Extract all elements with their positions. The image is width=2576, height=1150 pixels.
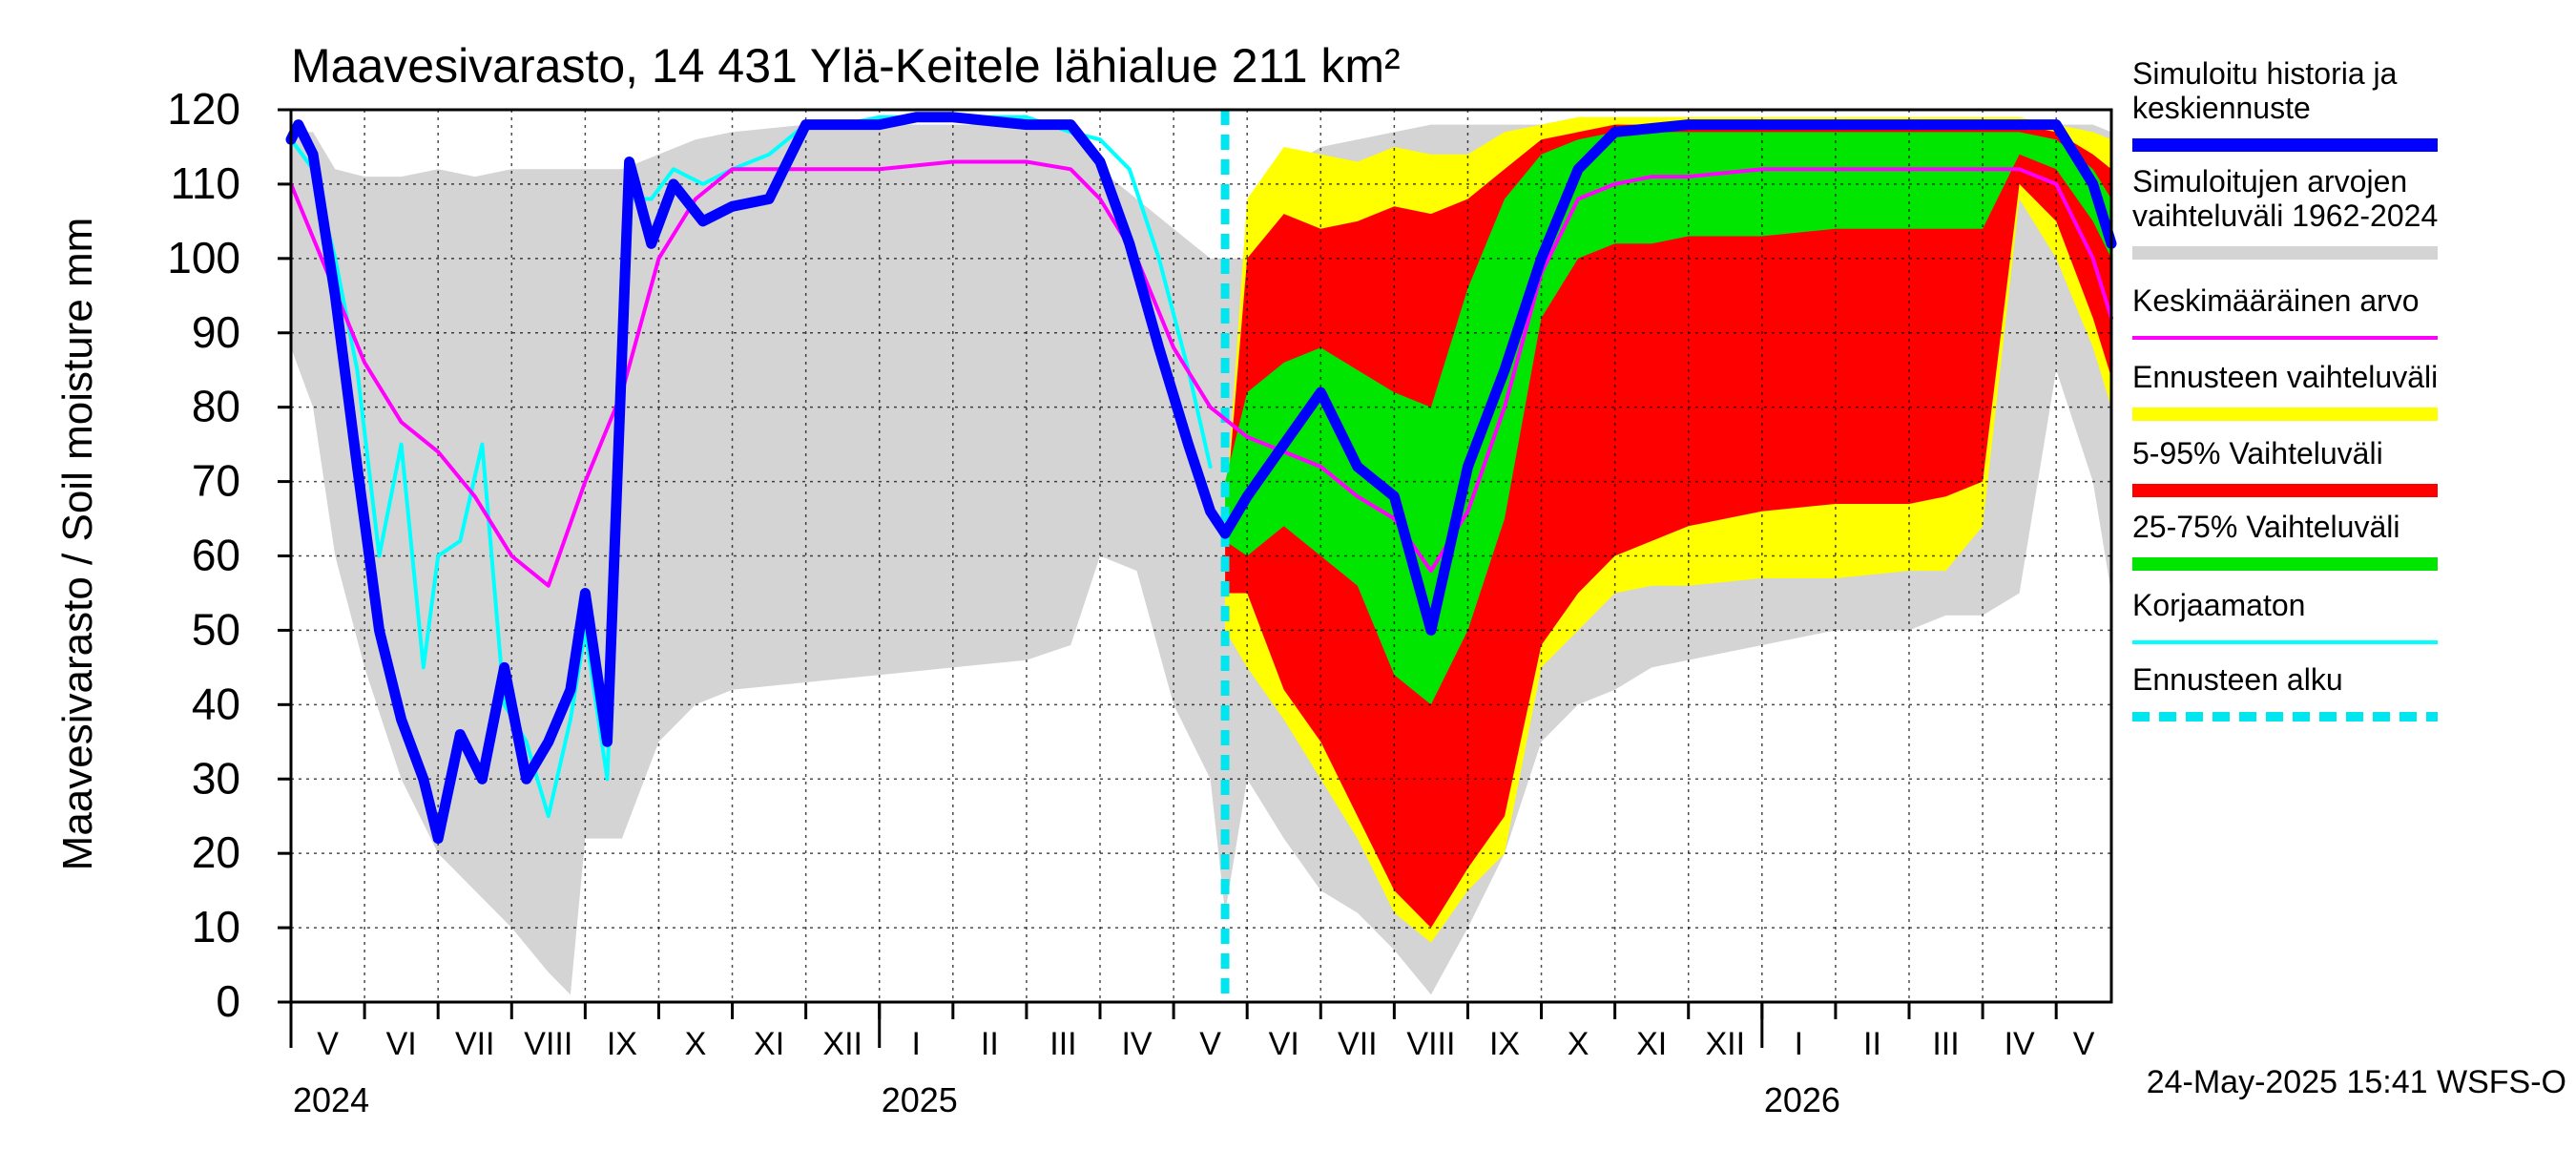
y-tick-label: 20	[192, 827, 240, 877]
month-label: IV	[1121, 1026, 1152, 1062]
month-label: VI	[386, 1026, 417, 1062]
y-tick-label: 10	[192, 902, 240, 951]
footer-timestamp: 24-May-2025 15:41 WSFS-O	[2147, 1064, 2566, 1100]
y-tick-label: 80	[192, 382, 240, 431]
month-label: V	[317, 1026, 339, 1062]
legend-label: keskiennuste	[2132, 91, 2311, 125]
y-tick-label: 40	[192, 679, 240, 728]
y-tick-label: 100	[167, 233, 240, 282]
line-simulated	[285, 112, 2117, 845]
month-label: V	[2073, 1026, 2095, 1062]
month-label: VI	[1269, 1026, 1299, 1062]
month-label: X	[685, 1026, 707, 1062]
month-label: IV	[2005, 1026, 2035, 1062]
month-label: X	[1568, 1026, 1589, 1062]
year-label: 2025	[882, 1080, 958, 1119]
month-label: II	[981, 1026, 999, 1062]
month-label: III	[1932, 1026, 1959, 1062]
y-tick-label: 110	[171, 158, 240, 208]
legend-label: Simuloitu historia ja	[2132, 56, 2398, 91]
month-label: VII	[455, 1026, 495, 1062]
month-label: XII	[822, 1026, 862, 1062]
month-label: VIII	[1406, 1026, 1455, 1062]
y-tick-label: 120	[167, 84, 240, 134]
y-tick-label: 70	[192, 456, 240, 506]
legend-label: vaihteluväli 1962-2024	[2132, 199, 2438, 233]
month-label: XI	[754, 1026, 784, 1062]
legend-label: Simuloitujen arvojen	[2132, 164, 2407, 199]
legend-label: Ennusteen vaihteluväli	[2132, 360, 2438, 394]
month-label: III	[1049, 1026, 1076, 1062]
legend-label: Keskimääräinen arvo	[2132, 283, 2420, 318]
legend-label: Korjaamaton	[2132, 588, 2305, 622]
y-tick-label: 50	[192, 604, 240, 654]
year-label: 2026	[1764, 1080, 1840, 1119]
y-axis-label: Maavesivarasto / Soil moisture mm	[54, 218, 101, 871]
legend-label: Ennusteen alku	[2132, 662, 2343, 697]
y-axis: 0 10 20 30 40 50 60 70 80 90 100 110 120	[167, 84, 291, 1026]
month-label: VIII	[524, 1026, 572, 1062]
month-label: IX	[607, 1026, 637, 1062]
y-tick-label: 60	[192, 531, 240, 580]
line-mean	[289, 159, 2113, 588]
month-label: XII	[1705, 1026, 1745, 1062]
y-tick-label: 0	[216, 976, 240, 1026]
year-label: 2024	[293, 1080, 369, 1119]
month-label: VII	[1338, 1026, 1378, 1062]
month-label: IX	[1489, 1026, 1520, 1062]
month-label: II	[1863, 1026, 1881, 1062]
band-p5_95	[1225, 124, 2111, 929]
month-label: I	[1795, 1026, 1803, 1062]
chart-title: Maavesivarasto, 14 431 Ylä-Keitele lähia…	[291, 39, 1401, 93]
y-tick-label: 30	[192, 753, 240, 803]
series-lines	[285, 112, 2117, 845]
month-label: XI	[1636, 1026, 1667, 1062]
legend-label: 25-75% Vaihteluväli	[2132, 510, 2399, 544]
legend-label: 5-95% Vaihteluväli	[2132, 436, 2383, 470]
month-label: I	[912, 1026, 921, 1062]
month-label: V	[1199, 1026, 1221, 1062]
y-tick-label: 90	[192, 307, 240, 357]
